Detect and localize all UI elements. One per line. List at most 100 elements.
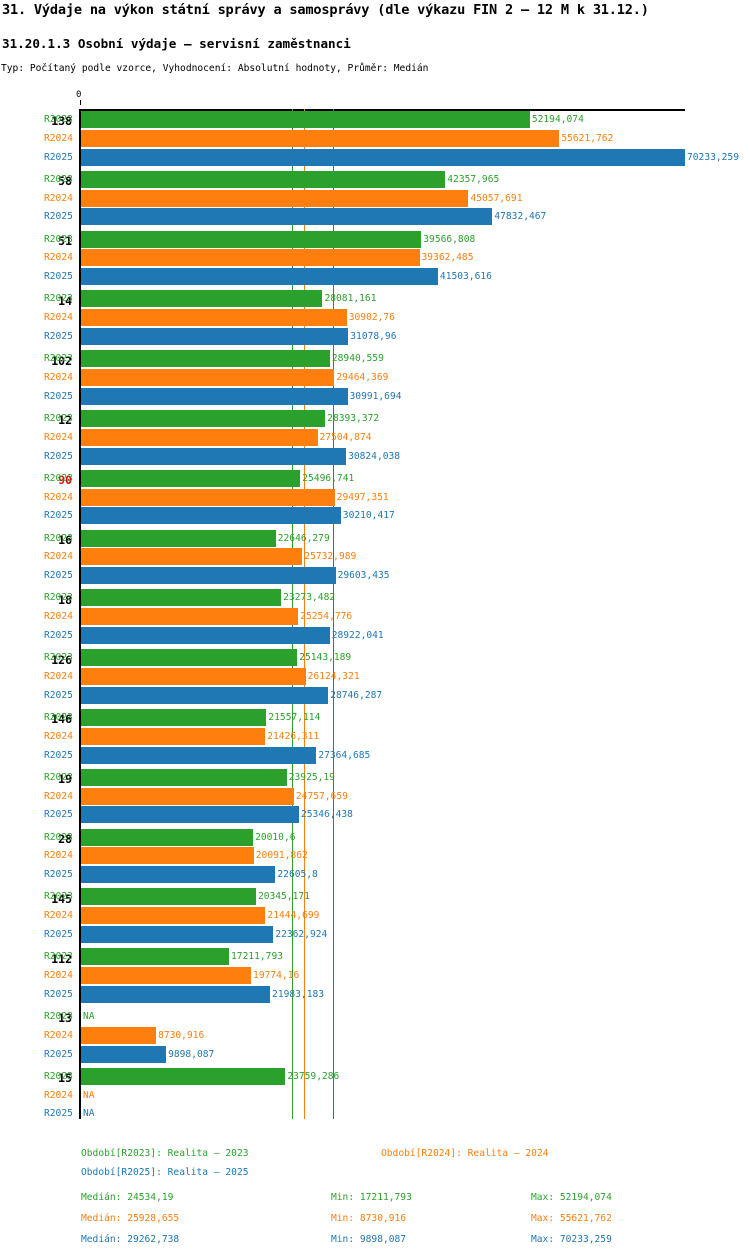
stat-median-r2023: Medián: 24534,19 <box>81 1192 174 1203</box>
bar-r2024[interactable] <box>81 668 306 686</box>
bar-group: 146 R2023 21557,114 R2024 21426,311 R2025 2736… <box>0 709 750 769</box>
series-label-r2023: R2023 <box>44 532 73 544</box>
bar-r2024[interactable] <box>81 309 347 327</box>
bar-r2025[interactable] <box>81 387 348 405</box>
bar-r2023[interactable] <box>81 709 267 726</box>
bar-r2023[interactable] <box>81 948 230 966</box>
bar-value-label: 26124,321 <box>307 671 360 683</box>
bar-r2025[interactable] <box>81 866 276 884</box>
bar-r2025[interactable] <box>81 328 349 346</box>
group-label[interactable]: 102 <box>51 353 72 368</box>
series-label-r2023: R2023 <box>44 173 73 185</box>
bar-r2024[interactable] <box>81 847 254 865</box>
group-label[interactable]: 58 <box>58 174 72 189</box>
group-label[interactable]: 90 <box>58 473 72 488</box>
bar-r2025[interactable] <box>81 148 685 166</box>
bar-row: R2023 28940,559 <box>0 350 750 368</box>
series-label-r2024: R2024 <box>44 252 73 264</box>
group-label[interactable]: 51 <box>58 234 72 249</box>
group-label[interactable]: 126 <box>51 652 72 667</box>
series-label-r2023: R2023 <box>44 472 73 484</box>
bar-row: R2025 30991,694 <box>0 387 750 405</box>
legend-item-r2024[interactable]: Období[R2024]: Realita – 2024 <box>381 1148 549 1159</box>
group-label[interactable]: 19 <box>58 772 72 787</box>
bar-r2023[interactable] <box>81 469 301 487</box>
bar-value-label: 39566,808 <box>423 233 476 245</box>
series-label-r2023: R2023 <box>44 831 73 843</box>
bar-row: R2024 25732,989 <box>0 548 750 566</box>
series-label-r2023: R2023 <box>44 712 73 723</box>
bar-r2023[interactable] <box>81 170 446 188</box>
bar-value-label: 55621,762 <box>561 132 614 144</box>
bar-r2025[interactable] <box>81 627 330 645</box>
bar-row: R2024 45057,691 <box>0 189 750 207</box>
group-label[interactable]: 12 <box>58 413 72 428</box>
bar-r2024[interactable] <box>81 787 294 805</box>
series-label-r2025: R2025 <box>44 929 73 941</box>
bar-r2023[interactable] <box>81 589 282 607</box>
bar-row: R2023 NA <box>0 1008 750 1025</box>
bar-r2023[interactable] <box>81 1067 286 1085</box>
bar-r2024[interactable] <box>81 548 303 566</box>
bar-value-label: 29603,435 <box>337 570 390 582</box>
bar-r2024[interactable] <box>81 129 560 147</box>
bar-r2023[interactable] <box>81 350 330 368</box>
bar-r2024[interactable] <box>81 727 266 745</box>
bar-r2024[interactable] <box>81 608 299 626</box>
bar-r2024[interactable] <box>81 369 335 387</box>
bar-r2023[interactable] <box>81 230 422 248</box>
bar-row: R2025 9898,087 <box>0 1045 750 1063</box>
bar-r2023[interactable] <box>81 649 298 667</box>
bar-r2025[interactable] <box>81 447 347 465</box>
bar-r2024[interactable] <box>81 967 252 985</box>
legend-item-r2023[interactable]: Období[R2023]: Realita – 2023 <box>81 1148 249 1159</box>
bar-row: R2025 25346,438 <box>0 806 750 824</box>
bar-r2024[interactable] <box>81 249 420 267</box>
bar-r2024[interactable] <box>81 907 266 925</box>
group-label[interactable]: 16 <box>58 533 72 548</box>
bar-r2025[interactable] <box>81 1045 167 1063</box>
group-label[interactable]: 146 <box>51 712 72 727</box>
group-label[interactable]: 112 <box>51 951 72 966</box>
bar-r2025[interactable] <box>81 926 274 944</box>
group-label[interactable]: 18 <box>58 592 72 607</box>
group-label[interactable]: 15 <box>58 1071 72 1086</box>
bar-r2025[interactable] <box>81 208 493 226</box>
bar-r2025[interactable] <box>81 268 438 286</box>
bar-r2024[interactable] <box>81 428 318 446</box>
bar-r2023[interactable] <box>81 290 323 308</box>
bar-r2023[interactable] <box>81 410 326 427</box>
group-label[interactable]: 145 <box>51 891 72 906</box>
group-label[interactable]: 138 <box>51 114 72 129</box>
bar-r2025[interactable] <box>81 507 341 525</box>
legend-item-r2025[interactable]: Období[R2025]: Realita – 2025 <box>81 1167 249 1178</box>
bar-r2024[interactable] <box>81 189 469 207</box>
bar-r2024[interactable] <box>81 1026 157 1044</box>
group-label[interactable]: 13 <box>58 1011 72 1026</box>
bar-r2023[interactable] <box>81 768 287 786</box>
bar-value-label: 41503,616 <box>439 271 492 283</box>
bar-row: R2024 21426,311 <box>0 727 750 745</box>
series-label-r2023: R2023 <box>44 233 73 245</box>
series-label-r2023: R2023 <box>44 114 73 125</box>
bar-value-label: 28393,372 <box>327 413 380 424</box>
bar-r2024[interactable] <box>81 488 335 506</box>
bar-r2023[interactable] <box>81 111 530 128</box>
bar-group: 19 R2023 23925,19 R2024 24757,659 R2025 25346,… <box>0 768 750 829</box>
group-label[interactable]: 14 <box>58 293 72 308</box>
bar-r2025[interactable] <box>81 985 271 1003</box>
bar-r2023[interactable] <box>81 529 276 547</box>
bar-r2023[interactable] <box>81 888 256 906</box>
bar-row: R2023 23925,19 <box>0 768 750 786</box>
bar-row: R2025 47832,467 <box>0 208 750 226</box>
bar-value-label: 30210,417 <box>342 510 395 522</box>
bar-r2025[interactable] <box>81 806 299 824</box>
bar-r2025[interactable] <box>81 567 336 585</box>
bar-r2025[interactable] <box>81 686 329 704</box>
bar-r2025[interactable] <box>81 746 317 764</box>
bar-value-label: 27504,874 <box>319 431 372 443</box>
group-label[interactable]: 28 <box>58 832 72 847</box>
bar-value-label: 21426,311 <box>267 730 320 742</box>
bar-r2023[interactable] <box>81 828 254 846</box>
series-label-r2023: R2023 <box>44 293 73 305</box>
